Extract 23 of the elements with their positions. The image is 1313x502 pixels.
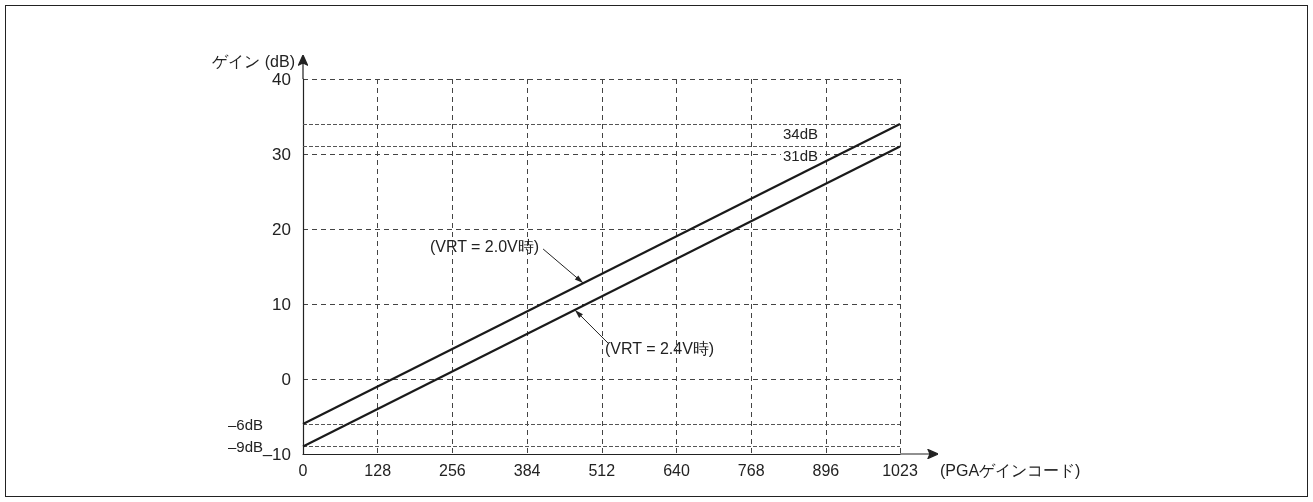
annotation: (VRT = 2.4V時) (604, 339, 715, 357)
x-tick-label: 1023 (882, 461, 918, 479)
ref-line-label: –9dB (227, 438, 263, 455)
y-tick-label: 10 (272, 294, 291, 314)
y-tick-label: –10 (262, 444, 291, 464)
x-tick-label: 512 (588, 461, 616, 479)
x-tick-label: 384 (513, 461, 541, 479)
y-tick-label: 20 (272, 219, 291, 239)
y-axis-title: ゲイン (dB) (212, 52, 295, 70)
x-tick-label: 0 (298, 461, 308, 479)
x-tick-label: 640 (663, 461, 690, 479)
y-tick-label: 30 (272, 144, 291, 164)
ref-line-label: 31dB (782, 147, 818, 164)
ref-line-label: 34dB (782, 124, 818, 142)
x-tick-label: 896 (812, 461, 840, 479)
y-tick-label: 40 (272, 69, 291, 89)
y-tick-label: 0 (281, 369, 291, 389)
annotation: (VRT = 2.0V時) (429, 237, 540, 255)
x-axis-title: (PGAゲインコード) (940, 461, 1081, 479)
x-tick-label: 256 (439, 461, 466, 479)
ref-line-label: –6dB (227, 415, 263, 433)
x-tick-label: 128 (364, 461, 392, 479)
x-tick-label: 768 (737, 461, 765, 479)
